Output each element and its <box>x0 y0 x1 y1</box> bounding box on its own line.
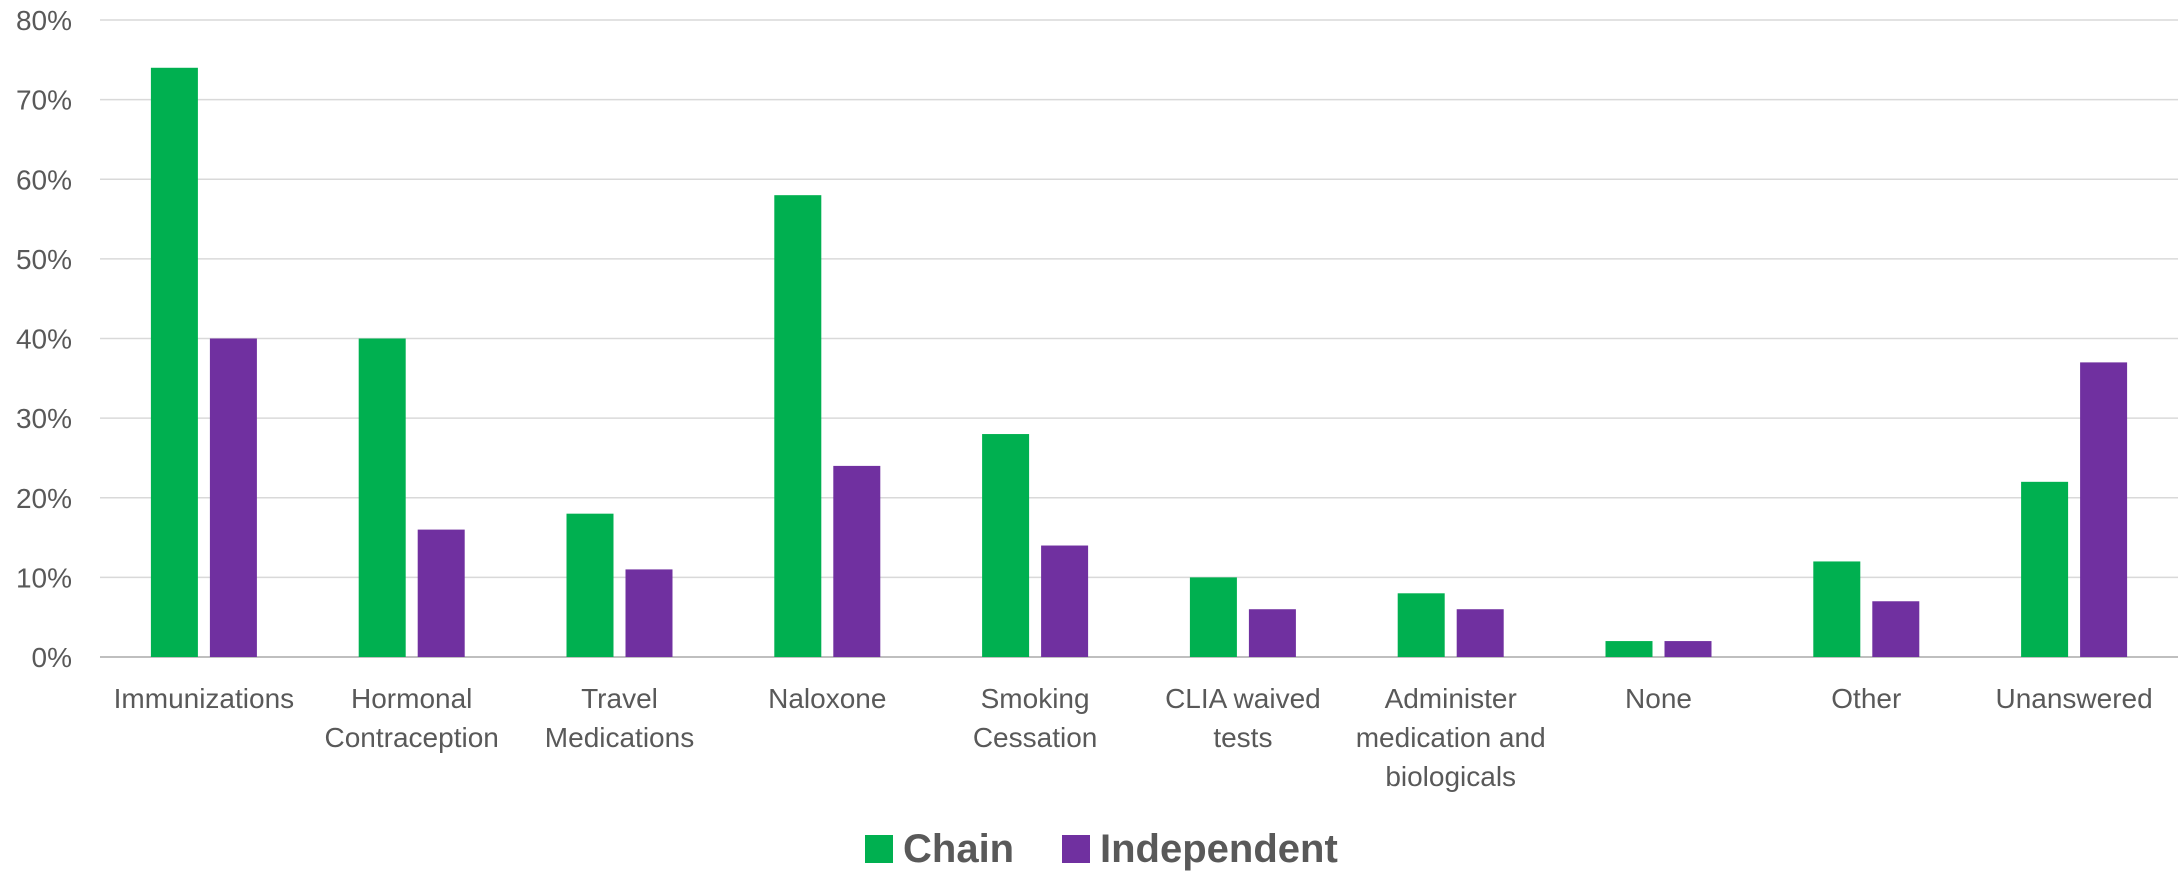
bar-chain <box>2021 481 2069 657</box>
y-tick-label: 80% <box>16 5 72 36</box>
y-axis-ticks: 0% 10% 20% 30% 40% 50% 60% 70% 80% <box>16 5 72 673</box>
bar-independent <box>1664 641 1712 657</box>
bar-chain <box>982 434 1030 657</box>
x-tick-label: Smoking Cessation <box>973 683 1098 753</box>
y-tick-label: 60% <box>16 164 72 195</box>
legend-swatch-chain <box>865 835 893 863</box>
bar-independent <box>417 529 465 657</box>
bar-independent <box>1456 609 1504 657</box>
x-tick-label: Unanswered <box>1995 683 2152 714</box>
bar-chain <box>150 67 198 657</box>
y-tick-label: 40% <box>16 324 72 355</box>
bar-independent <box>833 465 881 657</box>
bars <box>150 67 2128 658</box>
legend-label-chain: Chain <box>903 827 1014 871</box>
bar-chain <box>1605 641 1653 657</box>
gridlines <box>100 19 2178 658</box>
bar-chain <box>1813 561 1861 657</box>
legend-swatch-independent <box>1062 835 1090 863</box>
legend-label-independent: Independent <box>1100 827 1338 871</box>
x-tick-label: CLIA waived tests <box>1165 683 1321 753</box>
bar-independent <box>1872 601 1920 657</box>
bar-chain <box>566 513 614 657</box>
y-tick-label: 70% <box>16 85 72 116</box>
y-tick-label: 30% <box>16 403 72 434</box>
x-tick-label: Other <box>1831 683 1901 714</box>
bar-independent <box>2080 362 2128 657</box>
x-axis-labels: Immunizations Hormonal Contraception Travel… <box>114 683 2153 792</box>
y-tick-label: 20% <box>16 483 72 514</box>
x-tick-label: None <box>1625 683 1692 714</box>
y-tick-label: 0% <box>32 642 72 673</box>
bar-chain <box>1397 593 1445 657</box>
x-tick-label: Hormonal Contraception <box>325 683 499 753</box>
bar-independent <box>1248 609 1296 657</box>
y-tick-label: 10% <box>16 562 72 593</box>
legend: Chain Independent <box>865 827 1338 871</box>
bar-chain <box>1189 577 1237 657</box>
x-tick-label: Travel Medications <box>545 683 694 753</box>
x-tick-label: Immunizations <box>114 683 295 714</box>
x-tick-label: Naloxone <box>768 683 886 714</box>
y-tick-label: 50% <box>16 244 72 275</box>
bar-independent <box>209 338 257 657</box>
bar-independent <box>1041 545 1089 657</box>
x-tick-label: Administer medication and biologicals <box>1356 683 1546 792</box>
bar-independent <box>625 569 673 657</box>
bar-chain <box>774 195 822 658</box>
bar-chain <box>358 338 406 657</box>
